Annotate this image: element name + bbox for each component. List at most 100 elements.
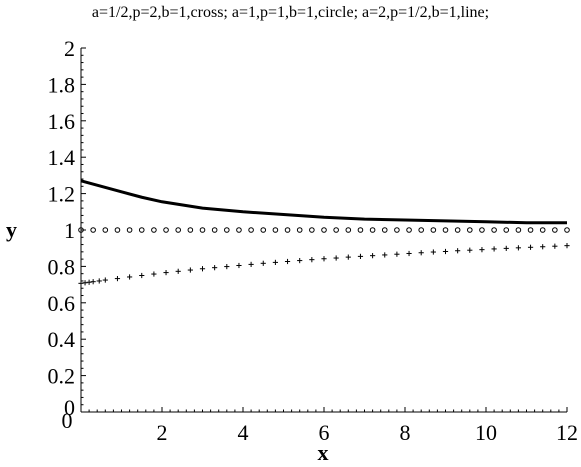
series-layer — [78, 179, 570, 286]
axes: 2 4 6 8 10 12 00 0.2 0.4 0.6 0.8 1 1.2 1.4 1.6 1.8 2 — [48, 36, 579, 445]
x-origin-label: 0 — [62, 408, 73, 433]
circle-point — [102, 227, 109, 233]
cross-point — [467, 247, 473, 253]
circle-point — [394, 227, 400, 233]
cross-point — [114, 275, 121, 282]
circle-point — [296, 227, 303, 233]
cross-point — [163, 269, 169, 276]
cross-point — [187, 267, 193, 273]
circle-point — [284, 227, 291, 233]
cross-point — [503, 245, 509, 251]
x-tick-label: 10 — [475, 420, 497, 445]
cross-point — [540, 244, 546, 250]
circle-point — [552, 227, 558, 233]
circle-point — [224, 227, 230, 233]
y-tick-label: 1.4 — [48, 145, 76, 170]
x-tick-label: 4 — [238, 420, 249, 445]
circle-point — [369, 227, 376, 233]
x-tick-label: 8 — [400, 420, 411, 445]
cross-point — [382, 252, 388, 258]
cross-point — [139, 272, 145, 279]
x-axis-label: x — [317, 440, 329, 465]
circle-point — [260, 227, 267, 233]
cross-point — [297, 257, 303, 264]
circle-point — [138, 227, 145, 233]
cross-point — [527, 244, 534, 250]
y-tick-label: 1.8 — [48, 72, 76, 97]
chart-title: a=1/2,p=2,b=1,cross; a=1,p=1,b=1,circle;… — [91, 4, 490, 21]
cross-point — [151, 271, 157, 277]
circle-point — [564, 227, 570, 233]
circle-point — [527, 227, 534, 233]
circle-point — [442, 227, 449, 233]
cross-point — [564, 243, 570, 249]
circle-point — [199, 227, 206, 233]
cross-point — [272, 259, 278, 265]
cross-point — [357, 253, 364, 259]
y-tick-label: 2 — [64, 36, 75, 61]
cross-point — [127, 274, 133, 280]
y-tick-label: 0.2 — [48, 364, 76, 389]
circle-point — [272, 227, 279, 233]
cross-point — [394, 251, 400, 257]
y-tick-label: 0.6 — [48, 291, 76, 316]
circle-point — [491, 227, 497, 233]
cross-point — [406, 250, 412, 257]
circle-point — [515, 227, 522, 233]
cross-point — [212, 265, 218, 271]
circle-point — [357, 227, 364, 233]
circle-point — [248, 227, 254, 233]
cross-point — [248, 261, 254, 267]
y-tick-label: 1.6 — [48, 109, 76, 134]
cross-point — [82, 280, 88, 286]
circle-point — [114, 227, 121, 233]
circle-point — [479, 227, 485, 233]
circle-point — [151, 227, 157, 233]
circle-point — [236, 227, 242, 233]
circle-point — [175, 227, 181, 233]
x-tick-label: 6 — [319, 420, 330, 445]
cross-point — [86, 279, 92, 285]
y-axis-label: y — [6, 217, 17, 242]
y-tick-label: 1.2 — [48, 182, 76, 207]
cross-point — [78, 280, 84, 286]
circle-point — [430, 227, 437, 233]
cross-point — [199, 266, 206, 272]
circle-point — [321, 227, 327, 233]
circle-point — [126, 227, 133, 233]
y-tick-label: 1 — [64, 218, 75, 243]
cross-point — [284, 258, 291, 265]
cross-point — [96, 278, 102, 284]
y-tick-label: 0.8 — [48, 254, 76, 279]
circle-point — [454, 227, 461, 233]
cross-point — [515, 245, 521, 251]
circle-point — [467, 227, 473, 233]
cross-point — [418, 250, 424, 256]
cross-point — [321, 256, 327, 262]
circle-point — [539, 227, 546, 233]
circle-point — [503, 227, 510, 233]
cross-point — [370, 253, 376, 259]
circle-point — [90, 227, 96, 233]
cross-point — [236, 262, 242, 269]
circle-point — [211, 227, 218, 233]
circle-point — [309, 227, 315, 233]
cross-point — [442, 248, 449, 255]
circle-point — [78, 227, 84, 233]
series-line — [80, 179, 567, 225]
circle-point — [345, 227, 352, 233]
circle-point — [163, 227, 169, 233]
cross-point — [455, 248, 461, 254]
cross-point — [90, 279, 96, 285]
x-tick-label: 2 — [157, 420, 168, 445]
cross-point — [333, 255, 339, 261]
circle-point — [187, 227, 194, 233]
cross-point — [479, 247, 485, 253]
cross-point — [175, 268, 181, 274]
cross-point — [491, 246, 497, 252]
cross-point — [309, 257, 315, 263]
cross-point — [224, 263, 230, 270]
circle-point — [418, 227, 425, 233]
